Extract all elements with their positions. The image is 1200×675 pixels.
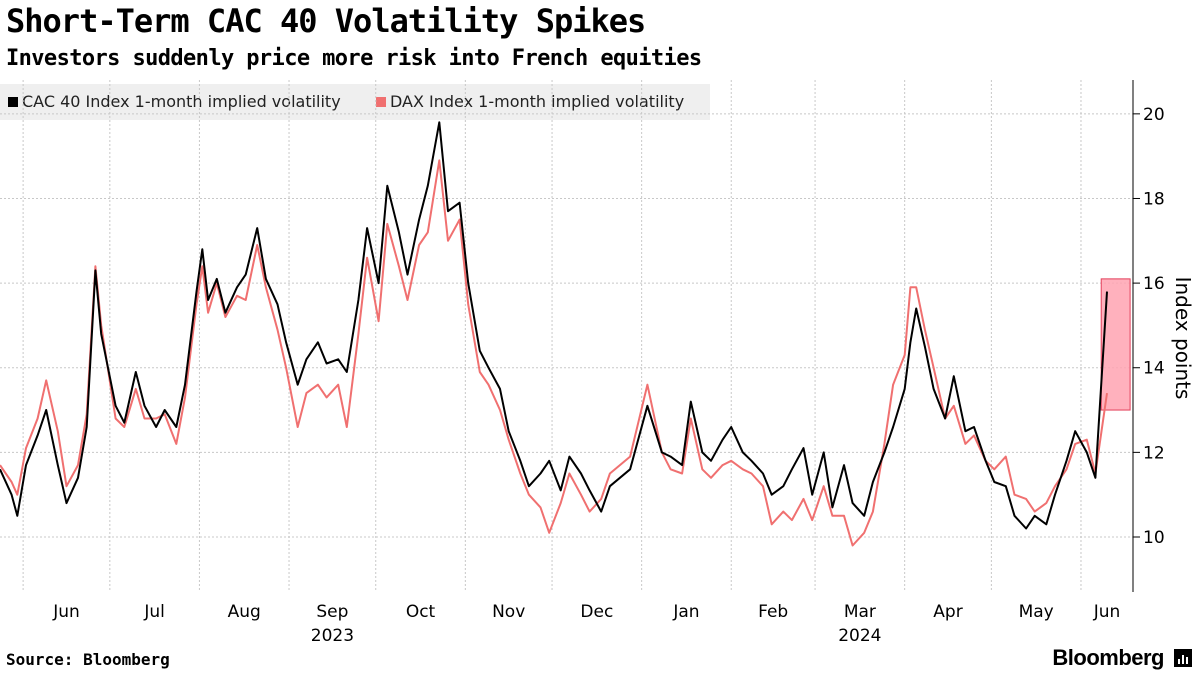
- legend-swatch-dax: [376, 97, 386, 107]
- legend-item-dax: DAX Index 1-month implied volatility: [376, 92, 684, 111]
- x-tick-label: Jan: [672, 602, 699, 622]
- x-tick-label: Oct: [406, 602, 436, 622]
- x-tick-label: Jun: [1093, 602, 1121, 622]
- x-tick-label: Jul: [143, 602, 165, 622]
- x-year-label: 2023: [311, 626, 354, 646]
- y-axis-title: Index points: [1171, 277, 1195, 400]
- y-tick-label: 20: [1143, 105, 1165, 125]
- x-tick-label: Mar: [844, 602, 876, 622]
- y-tick-label: 12: [1143, 443, 1165, 463]
- y-tick-label: 14: [1143, 359, 1165, 379]
- y-tick-label: 10: [1143, 528, 1165, 548]
- x-tick-label: Apr: [933, 602, 962, 622]
- legend-label-cac: CAC 40 Index 1-month implied volatility: [22, 92, 341, 111]
- legend-item-cac: CAC 40 Index 1-month implied volatility: [8, 92, 341, 111]
- y-tick-label: 16: [1143, 274, 1165, 294]
- x-tick-label: Nov: [492, 602, 525, 622]
- y-tick-label: 18: [1143, 189, 1165, 209]
- highlight-box: [1100, 278, 1131, 411]
- legend-label-dax: DAX Index 1-month implied volatility: [390, 92, 685, 111]
- brand-logo: Bloomberg: [1052, 645, 1164, 670]
- legend: CAC 40 Index 1-month implied volatility …: [0, 84, 710, 120]
- legend-swatch-cac: [8, 97, 18, 107]
- x-tick-label: Sep: [316, 602, 348, 622]
- x-tick-label: Aug: [228, 602, 261, 622]
- series-line-dax: [0, 159, 1108, 547]
- series-line-cac: [0, 121, 1108, 530]
- bloomberg-chart-icon: [1174, 649, 1192, 667]
- chart-title: Short-Term CAC 40 Volatility Spikes: [6, 2, 646, 40]
- x-tick-label: May: [1019, 602, 1054, 622]
- x-tick-label: Feb: [758, 602, 788, 622]
- source-note: Source: Bloomberg: [6, 650, 170, 669]
- x-tick-label: Jun: [52, 602, 80, 622]
- x-year-label: 2024: [838, 626, 881, 646]
- chart-subtitle: Investors suddenly price more risk into …: [6, 46, 702, 71]
- x-tick-label: Dec: [580, 602, 613, 622]
